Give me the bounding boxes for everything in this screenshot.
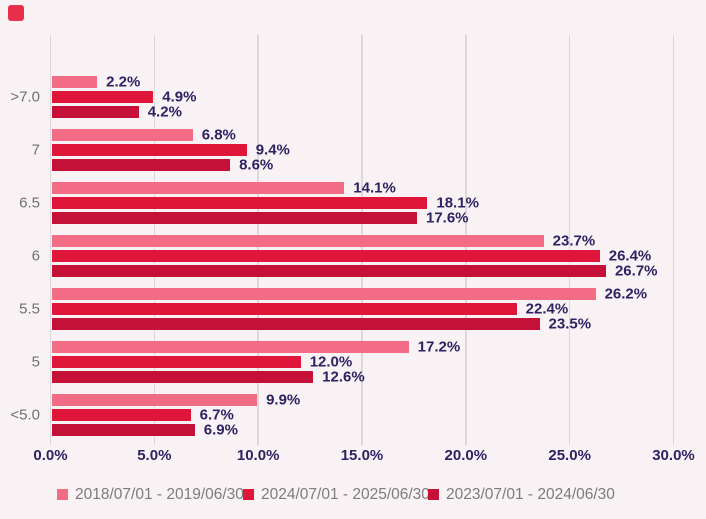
category-label: <5.0 — [10, 406, 40, 424]
x-tick-label: 10.0% — [236, 447, 280, 464]
bar-value-label: 4.2% — [147, 103, 182, 121]
bar — [51, 318, 540, 330]
bar-value-label: 17.6% — [425, 209, 469, 227]
logo-mark — [8, 5, 24, 21]
bar — [51, 356, 301, 368]
bar-value-label: 6.7% — [199, 406, 234, 424]
bar-value-label: 6.9% — [203, 421, 238, 439]
legend-swatch-icon — [243, 489, 254, 500]
bar-value-label: 9.9% — [266, 391, 301, 409]
legend-item: 2024/07/01 - 2025/06/30 — [243, 486, 430, 506]
bar-value-label: 12.0% — [309, 353, 353, 371]
bar — [51, 129, 193, 141]
bar — [51, 341, 409, 353]
bar-value-label: 22.4% — [525, 300, 569, 318]
category-label: 7 — [31, 141, 40, 159]
bar-value-label: 26.2% — [604, 285, 648, 303]
legend-label: 2018/07/01 - 2019/06/30 — [75, 486, 244, 503]
x-tick-label: 30.0% — [652, 447, 695, 464]
bar — [51, 288, 596, 300]
bar-value-label: 2.2% — [106, 73, 141, 91]
legend-label: 2024/07/01 - 2025/06/30 — [261, 486, 430, 503]
x-tick-label: 0.0% — [33, 447, 68, 464]
gridline — [672, 35, 675, 445]
bar — [51, 424, 195, 436]
x-tick-label: 20.0% — [444, 447, 488, 464]
bar-value-label: 23.7% — [552, 232, 596, 250]
category-label: 5 — [31, 353, 40, 371]
bar — [51, 371, 314, 383]
legend: 2018/07/01 - 2019/06/30 2024/07/01 - 2025… — [0, 486, 706, 508]
bar — [51, 106, 139, 118]
bar-value-label: 6.8% — [201, 126, 236, 144]
category-label: 5.5 — [19, 300, 40, 318]
bar — [51, 265, 606, 277]
legend-swatch-icon — [428, 489, 439, 500]
x-tick-label: 15.0% — [340, 447, 384, 464]
legend-item: 2023/07/01 - 2024/06/30 — [428, 486, 615, 506]
bar — [51, 212, 417, 224]
gridline — [49, 35, 52, 445]
gridline — [568, 35, 571, 445]
bar — [51, 250, 600, 262]
bar — [51, 394, 258, 406]
x-tick-label: 25.0% — [548, 447, 591, 464]
bar-value-label: 26.4% — [608, 247, 652, 265]
legend-swatch-icon — [57, 489, 68, 500]
x-tick-label: 5.0% — [137, 447, 172, 464]
legend-item: 2018/07/01 - 2019/06/30 — [57, 486, 244, 506]
bar — [51, 159, 231, 171]
bar — [51, 182, 345, 194]
bar — [51, 76, 98, 88]
bar — [51, 197, 428, 209]
category-label: 6 — [31, 247, 40, 265]
bar-value-label: 8.6% — [239, 156, 274, 174]
bar-value-label: 18.1% — [436, 194, 479, 212]
category-label: >7.0 — [10, 88, 40, 106]
legend-label: 2023/07/01 - 2024/06/30 — [446, 486, 615, 503]
bar — [51, 303, 517, 315]
category-label: 6.5 — [19, 194, 40, 212]
bar — [51, 235, 544, 247]
bar — [51, 91, 154, 103]
bar-value-label: 26.7% — [614, 262, 658, 280]
bar-value-label: 9.4% — [255, 141, 290, 159]
bar-value-label: 14.1% — [353, 179, 396, 197]
bar-value-label: 17.2% — [417, 338, 461, 356]
bar-value-label: 23.5% — [548, 315, 592, 333]
bar — [51, 409, 191, 421]
bar-value-label: 12.6% — [322, 368, 365, 386]
bar — [51, 144, 247, 156]
bar-value-label: 4.9% — [162, 88, 197, 106]
